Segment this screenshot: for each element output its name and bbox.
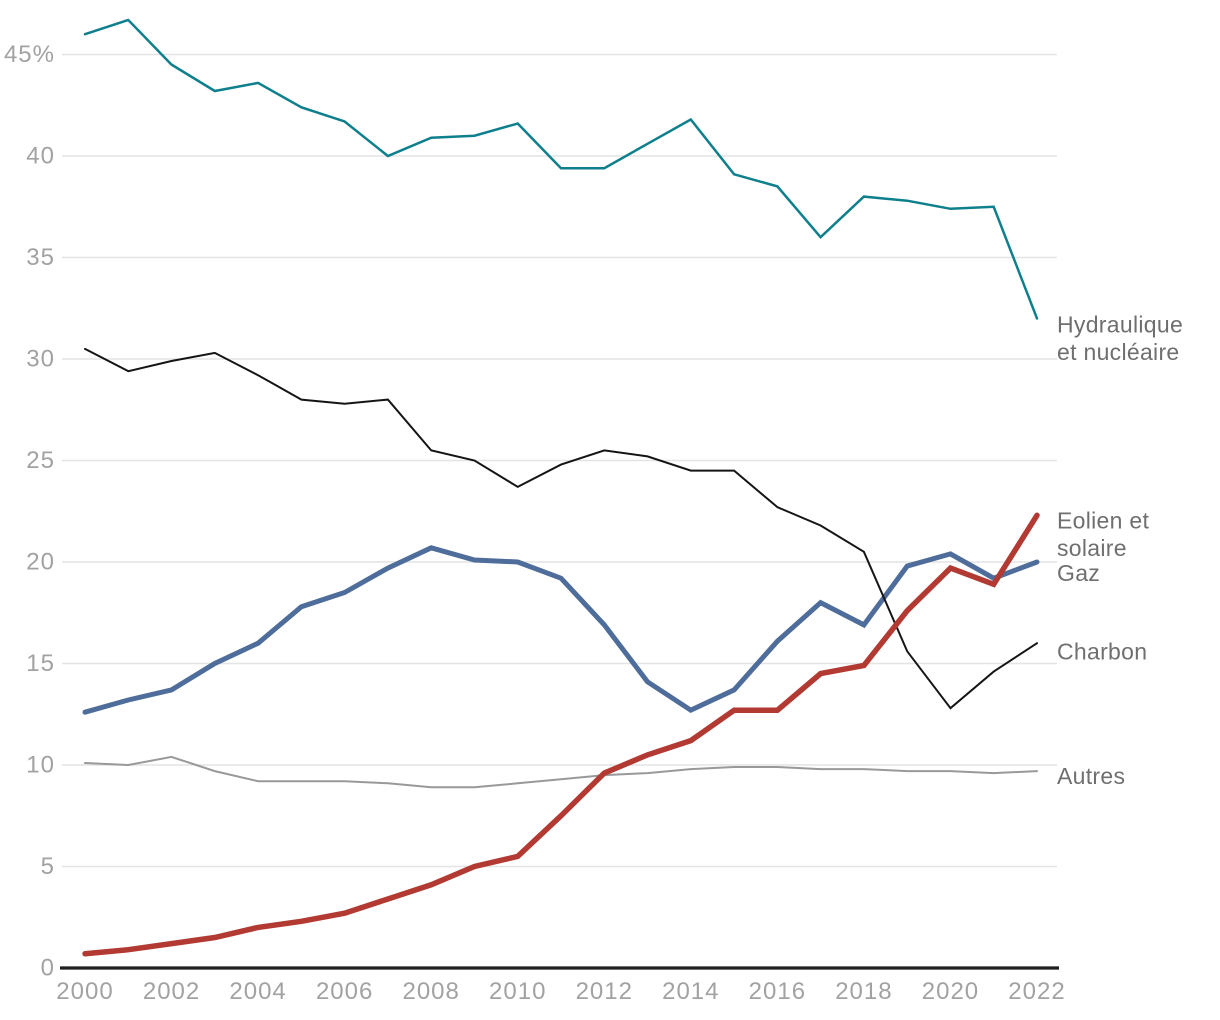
x-tick-label: 2008 bbox=[402, 978, 459, 1005]
series-line-hydraulique-et-nucleaire bbox=[83, 18, 1039, 320]
x-tick-label: 2018 bbox=[835, 978, 892, 1005]
series-label-hydraulique-et-nucleaire: et nucléaire bbox=[1057, 339, 1180, 365]
series-label-autres: Autres bbox=[1057, 763, 1125, 789]
x-tick-label: 2016 bbox=[749, 978, 806, 1005]
y-tick-label: 15 bbox=[26, 650, 55, 677]
x-tick-label: 2022 bbox=[1008, 978, 1065, 1005]
y-tick-label: 25 bbox=[26, 447, 55, 474]
x-tick-label: 2004 bbox=[229, 978, 286, 1005]
series-label-eolien-et-solaire: solaire bbox=[1057, 535, 1127, 561]
y-tick-label: 45% bbox=[4, 41, 55, 68]
series-line-autres bbox=[84, 755, 1038, 789]
series-label-gaz: Gaz bbox=[1057, 560, 1100, 586]
series-line-charbon bbox=[84, 347, 1038, 710]
y-tick-label: 0 bbox=[41, 955, 55, 982]
y-tick-label: 35 bbox=[26, 244, 55, 271]
series-label-eolien-et-solaire: Eolien et bbox=[1057, 507, 1150, 533]
y-tick-label: 10 bbox=[26, 752, 55, 779]
x-tick-label: 2006 bbox=[316, 978, 373, 1005]
x-tick-label: 2012 bbox=[576, 978, 633, 1005]
x-tick-label: 2020 bbox=[922, 978, 979, 1005]
x-tick-label: 2014 bbox=[662, 978, 719, 1005]
y-tick-label: 20 bbox=[26, 549, 55, 576]
y-tick-label: 30 bbox=[26, 346, 55, 373]
x-tick-label: 2000 bbox=[56, 978, 113, 1005]
series-label-hydraulique-et-nucleaire: Hydraulique bbox=[1057, 311, 1183, 337]
y-tick-label: 40 bbox=[26, 143, 55, 170]
x-tick-label: 2010 bbox=[489, 978, 546, 1005]
series-label-charbon: Charbon bbox=[1057, 638, 1147, 664]
series-line-eolien-et-solaire bbox=[82, 512, 1040, 957]
x-tick-label: 2002 bbox=[143, 978, 200, 1005]
y-tick-label: 5 bbox=[41, 853, 55, 880]
series-line-gaz bbox=[82, 545, 1040, 715]
